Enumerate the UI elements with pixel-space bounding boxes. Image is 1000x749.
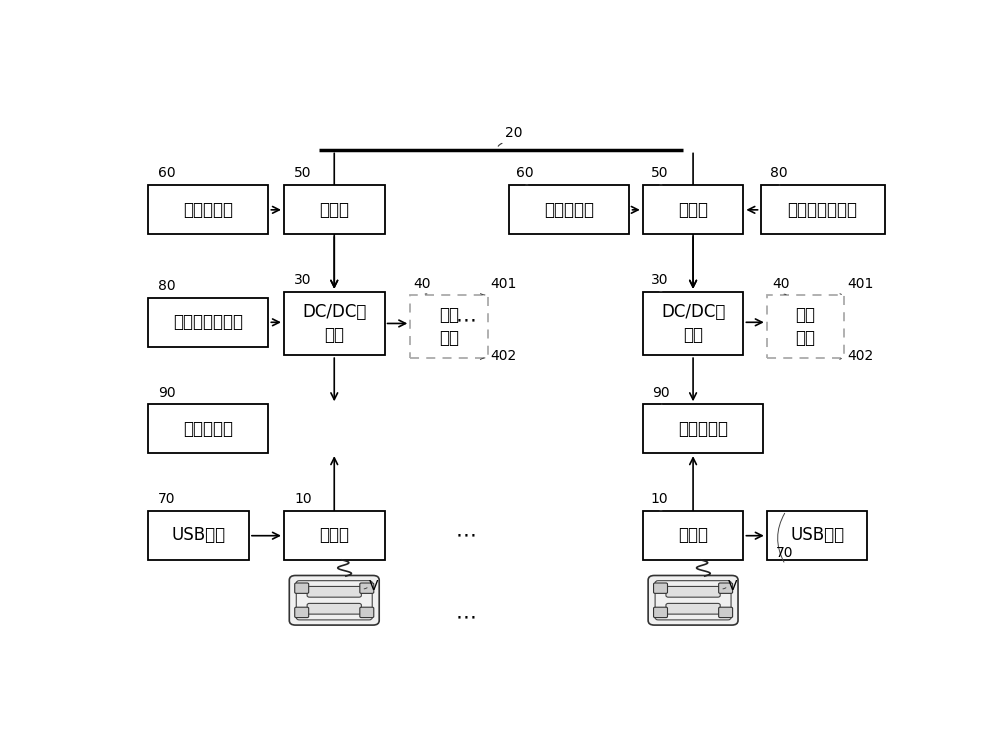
Text: 401: 401 [847,277,874,291]
Text: 401: 401 [490,277,516,291]
Bar [284,292,385,355]
Text: 警报器: 警报器 [678,201,708,219]
Bar [509,185,629,234]
Text: 50: 50 [294,166,311,181]
Text: 90: 90 [652,386,670,399]
Text: 80: 80 [770,166,787,181]
Text: 无线收发器: 无线收发器 [544,201,594,219]
Bar [767,511,867,560]
Text: 70: 70 [776,546,794,560]
Bar [284,511,385,560]
FancyBboxPatch shape [360,607,374,618]
Bar [284,185,385,234]
Bar [761,185,885,234]
Text: 402: 402 [490,349,516,363]
Text: 90: 90 [158,386,176,399]
FancyBboxPatch shape [654,583,668,593]
FancyBboxPatch shape [648,575,738,625]
Text: 20: 20 [505,126,522,140]
Text: 警报器: 警报器 [319,201,349,219]
FancyBboxPatch shape [360,583,374,593]
Text: 绿灯
黄灯: 绿灯 黄灯 [439,306,459,347]
Bar [148,185,268,234]
Text: 402: 402 [847,349,874,363]
Text: V: V [728,579,737,593]
Text: 充电桩: 充电桩 [319,527,349,545]
FancyBboxPatch shape [719,607,733,618]
Text: 70: 70 [158,492,176,506]
Bar [643,511,743,560]
FancyBboxPatch shape [307,586,361,597]
Bar [148,404,268,453]
FancyBboxPatch shape [307,604,361,614]
Text: USB接口: USB接口 [172,527,226,545]
Text: 40: 40 [413,276,431,291]
Text: 无线收发器: 无线收发器 [183,201,233,219]
Text: 充电桩: 充电桩 [678,527,708,545]
Text: 50: 50 [650,166,668,181]
Text: 60: 60 [158,166,176,181]
Text: DC/DC变
换器: DC/DC变 换器 [661,303,725,345]
Bar [410,294,488,358]
Bar [643,404,763,453]
Bar [148,297,268,347]
Text: USB接口: USB接口 [790,527,844,545]
Text: 80: 80 [158,279,176,293]
FancyBboxPatch shape [666,604,720,614]
Text: 液晶显示器: 液晶显示器 [678,419,728,437]
Text: 60: 60 [516,166,534,181]
Text: 30: 30 [650,273,668,287]
Text: 近距离通信单元: 近距离通信单元 [787,201,857,219]
FancyBboxPatch shape [666,586,720,597]
Text: V: V [369,579,379,593]
Text: DC/DC变
换器: DC/DC变 换器 [302,303,366,345]
Text: ⋯: ⋯ [456,607,476,628]
Text: 液晶显示器: 液晶显示器 [183,419,233,437]
FancyBboxPatch shape [719,583,733,593]
FancyBboxPatch shape [295,607,309,618]
Bar [767,294,844,358]
FancyBboxPatch shape [289,575,379,625]
FancyBboxPatch shape [296,580,372,620]
Text: ⋯: ⋯ [456,311,476,330]
FancyBboxPatch shape [654,607,668,618]
Text: 近距离通信单元: 近距离通信单元 [173,313,243,331]
Text: 40: 40 [772,276,790,291]
Text: 绿灯
黄灯: 绿灯 黄灯 [795,306,815,347]
Text: 10: 10 [294,492,312,506]
FancyBboxPatch shape [655,580,731,620]
Bar [643,292,743,355]
Bar [643,185,743,234]
Text: ⋯: ⋯ [456,526,476,546]
Bar [148,511,249,560]
Text: 10: 10 [650,492,668,506]
FancyBboxPatch shape [295,583,309,593]
Text: 30: 30 [294,273,311,287]
